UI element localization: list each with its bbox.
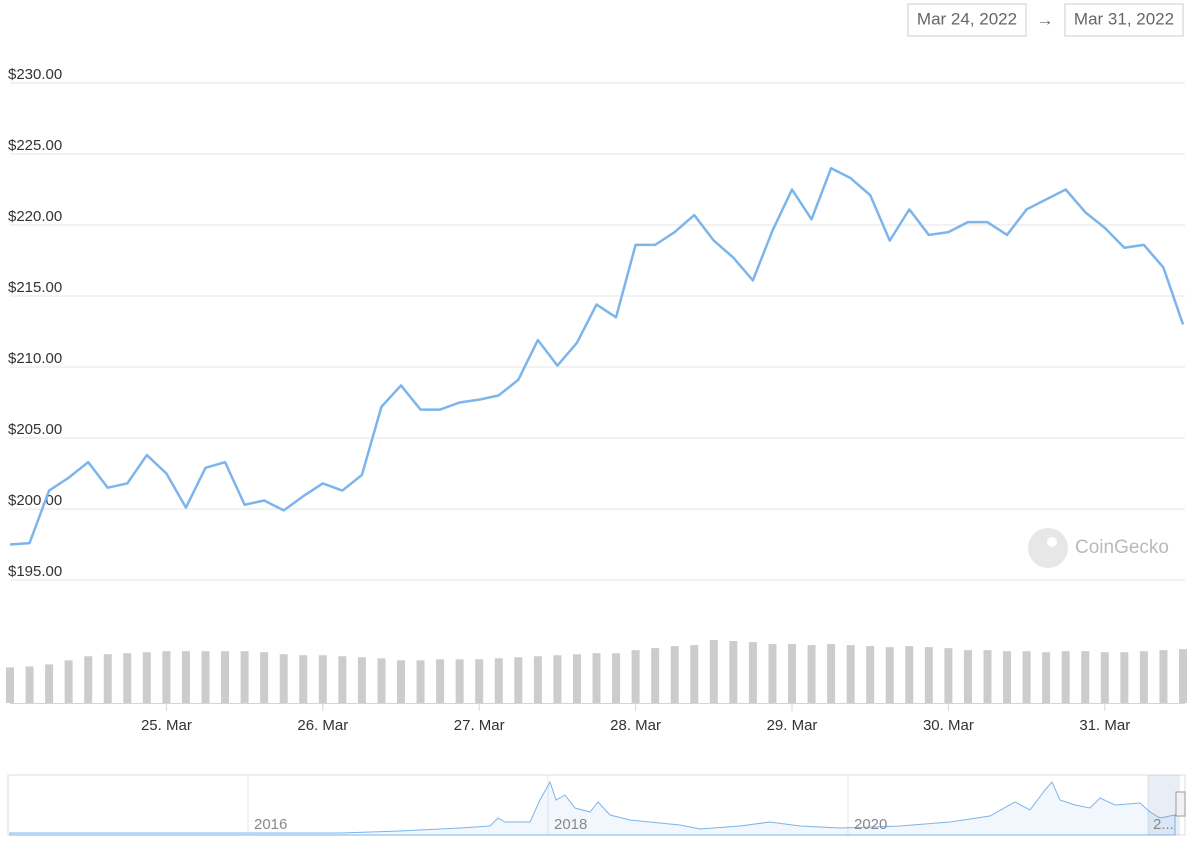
y-tick-label: $210.00 xyxy=(8,350,62,367)
volume-bar xyxy=(827,644,836,703)
navigator-box[interactable] xyxy=(7,774,1186,836)
date-to[interactable]: Mar 31, 2022 xyxy=(1074,9,1174,28)
volume-bar xyxy=(612,653,621,703)
volume-bar xyxy=(709,640,718,703)
x-tick-label: 27. Mar xyxy=(454,717,505,734)
volume-bar xyxy=(651,648,660,703)
volume-bar xyxy=(1139,651,1148,703)
volume-bar xyxy=(279,654,288,703)
volume-bar xyxy=(455,659,464,703)
volume-bar xyxy=(1003,651,1012,703)
x-tick-label: 29. Mar xyxy=(767,717,818,734)
volume-bar xyxy=(533,656,542,703)
date-from-box[interactable] xyxy=(907,3,1027,37)
volume-bar xyxy=(377,658,386,703)
volume-bar xyxy=(670,646,679,703)
volume-bar xyxy=(84,656,93,703)
y-tick-label: $195.00 xyxy=(8,563,62,580)
volume-bar xyxy=(553,655,562,703)
volume-bar xyxy=(162,651,171,703)
volume-bar xyxy=(318,655,327,703)
volume-bar xyxy=(572,654,581,703)
volume-bar xyxy=(436,659,445,703)
x-tick-label: 26. Mar xyxy=(297,717,348,734)
volume-bar xyxy=(866,646,875,703)
volume-bar xyxy=(1100,652,1109,703)
volume-bar xyxy=(768,644,777,703)
volume-bar xyxy=(416,660,425,703)
volume-bar xyxy=(944,648,953,703)
volume-bar xyxy=(514,657,523,703)
volume-bar xyxy=(6,667,14,703)
volume-bar xyxy=(64,660,73,703)
volume-bar xyxy=(807,645,816,703)
y-tick-label: $220.00 xyxy=(8,208,62,225)
volume-bar xyxy=(260,652,269,703)
volume-bar xyxy=(690,645,699,703)
navigator[interactable] xyxy=(7,774,1186,836)
volume-bar xyxy=(1042,652,1051,703)
navigator-series xyxy=(9,780,1176,836)
volume-bar xyxy=(729,641,738,703)
volume-bar xyxy=(924,647,933,703)
navigator-label: 2020 xyxy=(854,816,887,833)
navigator-label: 2016 xyxy=(254,816,287,833)
volume-bar xyxy=(397,660,405,703)
watermark: CoinGecko xyxy=(1028,528,1169,568)
volume-bar xyxy=(240,651,249,703)
volume-bar xyxy=(1061,651,1070,703)
volume-bar xyxy=(963,650,972,703)
volume-bar xyxy=(631,650,640,703)
y-tick-label: $230.00 xyxy=(8,66,62,83)
range-arrow: → xyxy=(1037,10,1054,29)
navigator-label: 2018 xyxy=(554,816,587,833)
volume-bar xyxy=(103,654,112,703)
y-tick-label: $205.00 xyxy=(8,421,62,438)
volume-bar xyxy=(299,655,308,703)
volume-bar xyxy=(1159,650,1168,703)
x-tick-label: 25. Mar xyxy=(141,717,192,734)
volume-bar xyxy=(592,653,601,703)
navigator-selection[interactable] xyxy=(1148,775,1180,835)
volume-bar xyxy=(1022,651,1031,703)
volume-bar xyxy=(357,657,366,703)
x-tick-label: 31. Mar xyxy=(1079,717,1130,734)
watermark-logo xyxy=(1028,528,1068,568)
volume-bar xyxy=(748,642,757,703)
volume-bar xyxy=(338,656,347,703)
volume-bar xyxy=(201,651,210,703)
volume-bar xyxy=(846,645,855,703)
volume-bar xyxy=(123,653,132,703)
volume-bar xyxy=(25,666,34,703)
watermark-text: CoinGecko xyxy=(1075,537,1169,558)
volume-bar xyxy=(1120,652,1129,703)
volume-bar xyxy=(905,646,914,703)
volume-bar xyxy=(788,644,796,703)
x-tick-label: 28. Mar xyxy=(610,717,661,734)
x-tick-label: 30. Mar xyxy=(923,717,974,734)
volume-bar xyxy=(475,659,484,703)
navigator-handle[interactable] xyxy=(1175,791,1186,817)
volume-bar xyxy=(1179,649,1187,703)
y-tick-label: $225.00 xyxy=(8,137,62,154)
volume-bar xyxy=(221,651,230,703)
volume-bar xyxy=(494,658,503,703)
volume-bar xyxy=(181,651,190,703)
y-tick-label: $215.00 xyxy=(8,279,62,296)
date-to-box[interactable] xyxy=(1064,3,1184,37)
y-tick-label: $200.00 xyxy=(8,492,62,509)
volume-bar xyxy=(45,664,54,703)
volume-bar xyxy=(142,652,151,703)
volume-bar xyxy=(885,647,894,703)
navigator-label: 2... xyxy=(1153,816,1174,833)
watermark-eye xyxy=(1047,537,1057,547)
price-line xyxy=(9,166,1185,546)
volume-bar xyxy=(1081,651,1090,703)
volume-bar xyxy=(983,650,992,703)
date-from[interactable]: Mar 24, 2022 xyxy=(917,9,1017,28)
